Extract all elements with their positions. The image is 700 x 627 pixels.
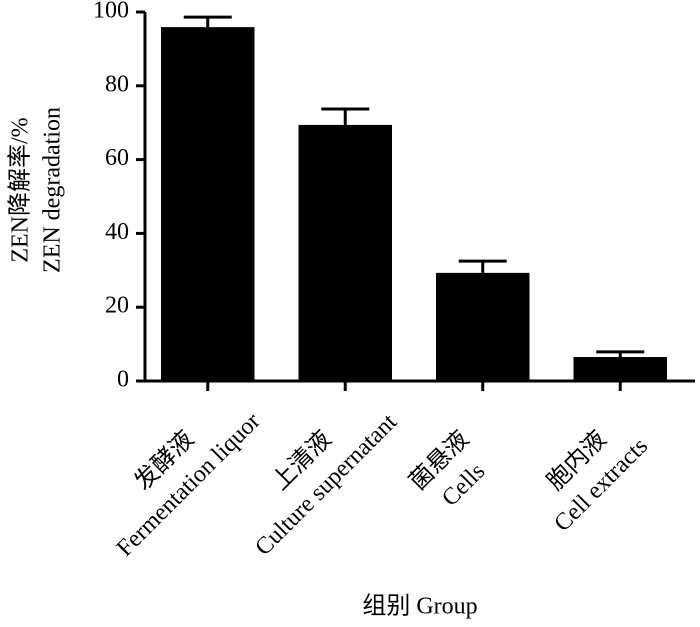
y-tick-label: 60 bbox=[105, 145, 129, 171]
y-axis-label: ZEN降解率/% bbox=[7, 117, 34, 262]
x-tick-label: Culture supernatant bbox=[250, 409, 402, 561]
bar bbox=[298, 124, 392, 381]
y-tick-label: 100 bbox=[93, 0, 129, 24]
x-tick-label: Fermentation liquor bbox=[112, 408, 266, 562]
bar bbox=[436, 272, 530, 381]
y-tick-label: 0 bbox=[117, 367, 129, 393]
bar bbox=[161, 27, 255, 382]
bar bbox=[573, 357, 667, 381]
y-tick-label: 80 bbox=[105, 71, 129, 97]
y-axis-label: ZEN degradation bbox=[40, 107, 66, 273]
y-tick-label: 20 bbox=[105, 293, 129, 319]
y-tick-label: 40 bbox=[105, 219, 129, 245]
x-axis-label: 组别 Group bbox=[362, 593, 477, 620]
